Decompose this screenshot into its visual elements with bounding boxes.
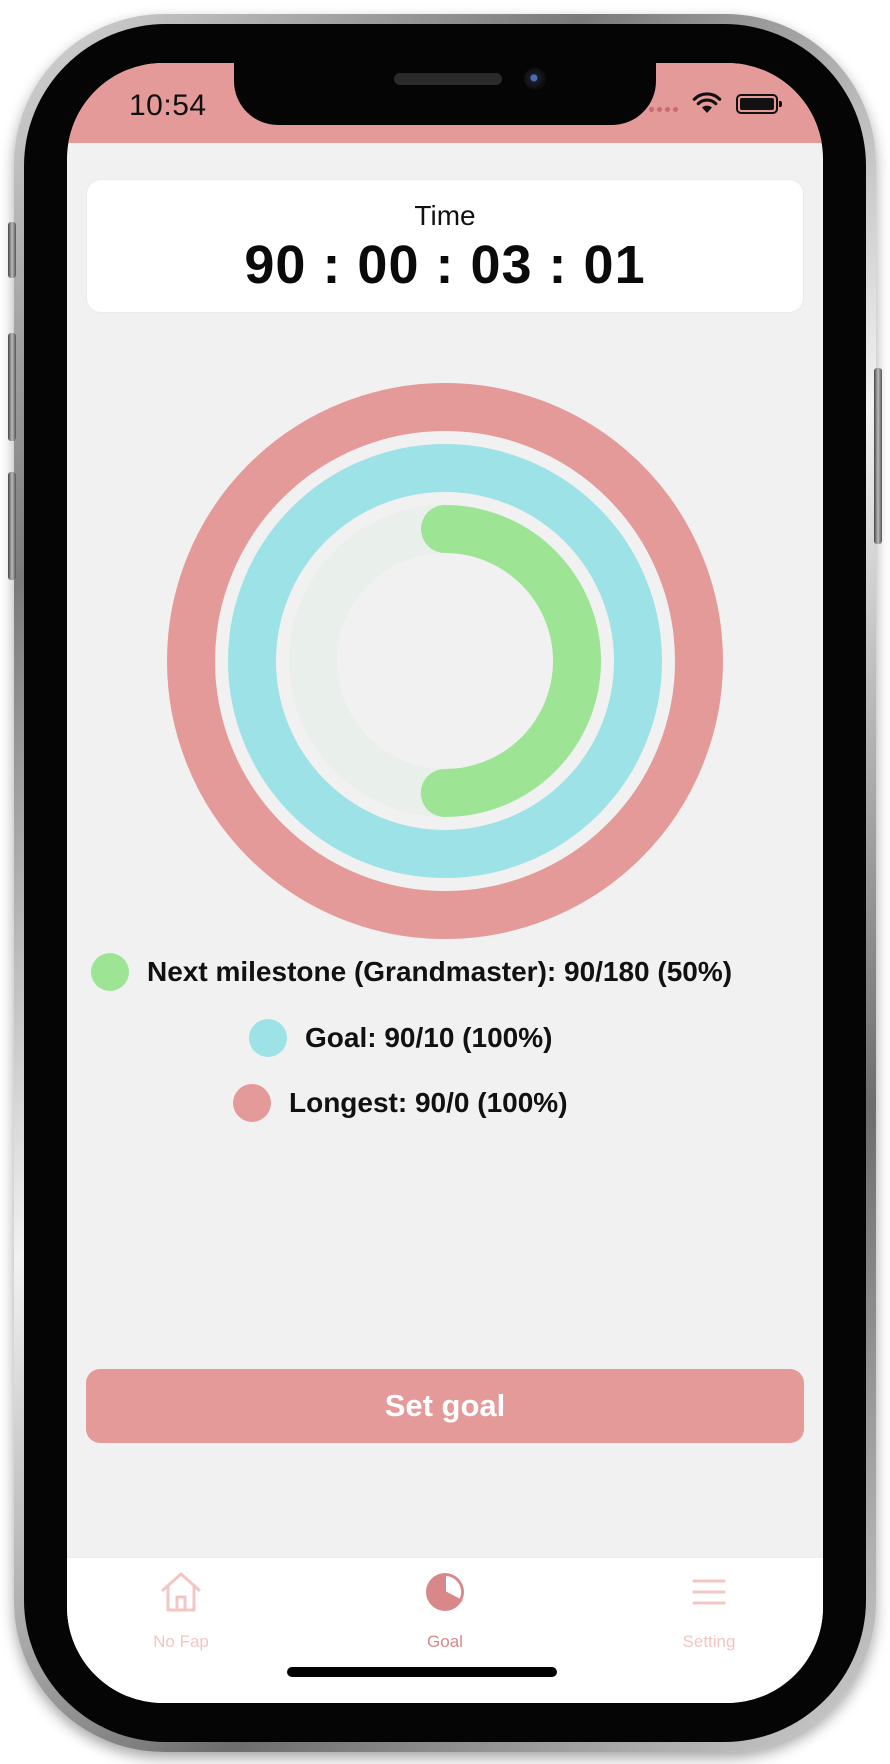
legend-item-longest: Longest: 90/0 (100%) [233, 1083, 568, 1123]
longest-legend-dot [233, 1084, 271, 1122]
volume-down-button [8, 472, 16, 580]
wifi-icon [692, 92, 722, 113]
milestone-legend-text: Next milestone (Grandmaster): 90/180 (50… [147, 956, 733, 987]
elapsed-time-value: 90 : 00 : 03 : 01 [244, 235, 646, 295]
progress-rings [167, 383, 723, 939]
signal-icon [649, 107, 678, 112]
longest-ring [167, 383, 723, 939]
longest-legend-text: Longest: 90/0 (100%) [289, 1087, 568, 1118]
tab-setting-label: Setting [682, 1632, 736, 1651]
home-icon [161, 1572, 201, 1612]
front-camera [524, 68, 546, 90]
milestone-ring [289, 505, 601, 817]
pie-chart-icon [426, 1573, 464, 1611]
menu-icon [692, 1579, 726, 1605]
battery-icon [736, 94, 782, 114]
power-button [874, 368, 882, 544]
status-time: 10:54 [129, 89, 207, 122]
mute-switch [8, 222, 16, 278]
tab-goal[interactable]: Goal [365, 1570, 525, 1660]
elapsed-time-card: Time 90 : 00 : 03 : 01 [87, 180, 803, 312]
goal-legend-dot [249, 1019, 287, 1057]
time-label: Time [414, 200, 476, 231]
tab-setting[interactable]: Setting [629, 1570, 789, 1660]
tab-no-fap-label: No Fap [153, 1632, 209, 1651]
tab-goal-label: Goal [427, 1632, 463, 1651]
app-screen: 10:54 Time 90 : 00 : 03 : 01 Next milest… [67, 63, 823, 1703]
milestone-legend-dot [91, 953, 129, 991]
goal-legend-text: Goal: 90/10 (100%) [305, 1022, 553, 1053]
status-bar: 10:54 [67, 63, 823, 143]
goal-ring [228, 444, 662, 878]
legend-item-goal: Goal: 90/10 (100%) [249, 1018, 552, 1058]
tab-bar: No Fap Goal Setting [67, 1557, 823, 1703]
legend-item-milestone: Next milestone (Grandmaster): 90/180 (50… [91, 952, 732, 992]
volume-up-button [8, 333, 16, 441]
tab-no-fap[interactable]: No Fap [101, 1570, 261, 1660]
notch [234, 63, 656, 125]
set-goal-button[interactable]: Set goal [86, 1369, 804, 1443]
speaker-grille [394, 73, 502, 85]
home-indicator [287, 1667, 557, 1677]
